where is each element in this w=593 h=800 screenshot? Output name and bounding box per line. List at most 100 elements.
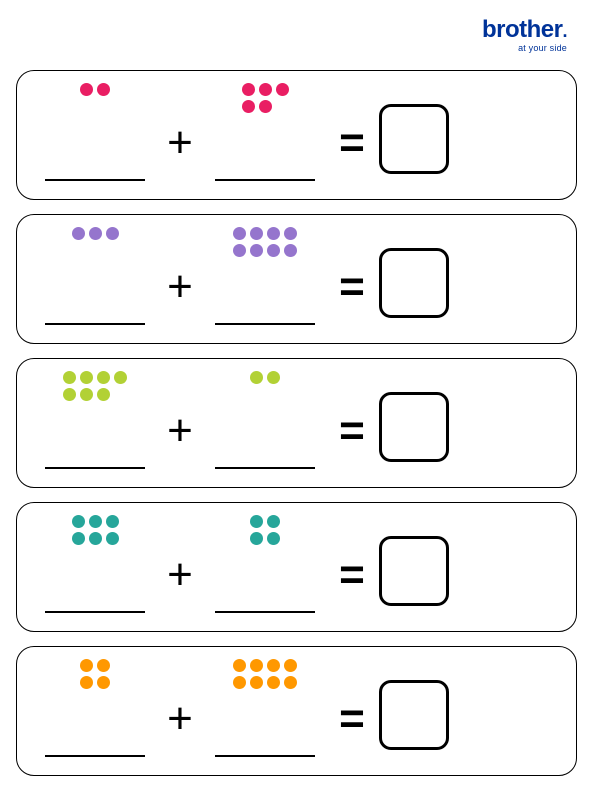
worksheet-rows: +=+=+=+=+= — [16, 70, 577, 790]
brand-name: brother. — [482, 18, 567, 42]
counting-dot — [242, 83, 255, 96]
dots-area — [80, 647, 110, 749]
dot-row — [80, 659, 110, 672]
counting-dot — [97, 659, 110, 672]
operand-right — [205, 503, 325, 631]
dot-row — [72, 515, 119, 528]
answer-underline[interactable] — [45, 179, 145, 181]
counting-dot — [250, 371, 263, 384]
brand-tagline: at your side — [482, 43, 567, 53]
answer-underline[interactable] — [215, 323, 315, 325]
equals-sign: = — [325, 406, 375, 456]
counting-dot — [233, 244, 246, 257]
dots-area — [233, 647, 297, 749]
answer-box[interactable] — [379, 392, 449, 462]
brand-dot: . — [562, 21, 567, 41]
answer-underline[interactable] — [215, 611, 315, 613]
operand-left — [35, 359, 155, 487]
dot-row — [242, 83, 289, 96]
counting-dot — [284, 659, 297, 672]
plus-sign: + — [155, 262, 205, 312]
counting-dot — [106, 532, 119, 545]
dot-grid — [72, 227, 119, 240]
counting-dot — [97, 83, 110, 96]
counting-dot — [284, 676, 297, 689]
equals-sign: = — [325, 694, 375, 744]
counting-dot — [259, 83, 272, 96]
counting-dot — [72, 227, 85, 240]
dots-area — [250, 359, 280, 461]
answer-underline[interactable] — [45, 611, 145, 613]
counting-dot — [80, 659, 93, 672]
counting-dot — [72, 515, 85, 528]
counting-dot — [250, 659, 263, 672]
answer-underline[interactable] — [215, 467, 315, 469]
counting-dot — [80, 676, 93, 689]
answer-box[interactable] — [379, 536, 449, 606]
dot-row — [233, 227, 297, 240]
dot-row — [80, 83, 110, 96]
answer-box[interactable] — [379, 104, 449, 174]
counting-dot — [233, 676, 246, 689]
equals-sign: = — [325, 118, 375, 168]
counting-dot — [106, 515, 119, 528]
problem-row: += — [16, 502, 577, 632]
equals-sign: = — [325, 262, 375, 312]
counting-dot — [259, 100, 272, 113]
counting-dot — [80, 371, 93, 384]
equals-sign: = — [325, 550, 375, 600]
counting-dot — [267, 515, 280, 528]
dot-row — [233, 244, 297, 257]
dots-area — [63, 359, 127, 461]
operand-left — [35, 503, 155, 631]
counting-dot — [267, 227, 280, 240]
counting-dot — [250, 676, 263, 689]
counting-dot — [267, 659, 280, 672]
plus-sign: + — [155, 118, 205, 168]
dot-grid — [242, 83, 289, 113]
counting-dot — [63, 388, 76, 401]
dot-row — [233, 659, 297, 672]
dot-grid — [72, 515, 119, 545]
brand-name-text: brother — [482, 16, 563, 43]
plus-sign: + — [155, 550, 205, 600]
dot-grid — [250, 371, 280, 384]
dot-row — [63, 388, 127, 401]
dot-row — [250, 371, 280, 384]
counting-dot — [242, 100, 255, 113]
counting-dot — [80, 83, 93, 96]
counting-dot — [267, 532, 280, 545]
counting-dot — [250, 515, 263, 528]
counting-dot — [250, 227, 263, 240]
counting-dot — [233, 659, 246, 672]
problem-row: += — [16, 214, 577, 344]
answer-underline[interactable] — [215, 179, 315, 181]
counting-dot — [284, 244, 297, 257]
counting-dot — [284, 227, 297, 240]
operand-left — [35, 647, 155, 775]
answer-box[interactable] — [379, 248, 449, 318]
operand-right — [205, 71, 325, 199]
answer-underline[interactable] — [45, 323, 145, 325]
counting-dot — [250, 532, 263, 545]
plus-sign: + — [155, 694, 205, 744]
counting-dot — [72, 532, 85, 545]
dots-area — [72, 503, 119, 605]
counting-dot — [267, 371, 280, 384]
answer-underline[interactable] — [45, 467, 145, 469]
brand-logo: brother. at your side — [482, 18, 567, 53]
answer-box[interactable] — [379, 680, 449, 750]
dot-grid — [233, 659, 297, 689]
dot-grid — [250, 515, 280, 545]
operand-left — [35, 215, 155, 343]
dots-area — [72, 215, 119, 317]
counting-dot — [63, 371, 76, 384]
operand-left — [35, 71, 155, 199]
counting-dot — [267, 244, 280, 257]
counting-dot — [89, 227, 102, 240]
answer-underline[interactable] — [45, 755, 145, 757]
dot-row — [72, 227, 119, 240]
counting-dot — [97, 371, 110, 384]
answer-underline[interactable] — [215, 755, 315, 757]
dot-row — [242, 100, 289, 113]
